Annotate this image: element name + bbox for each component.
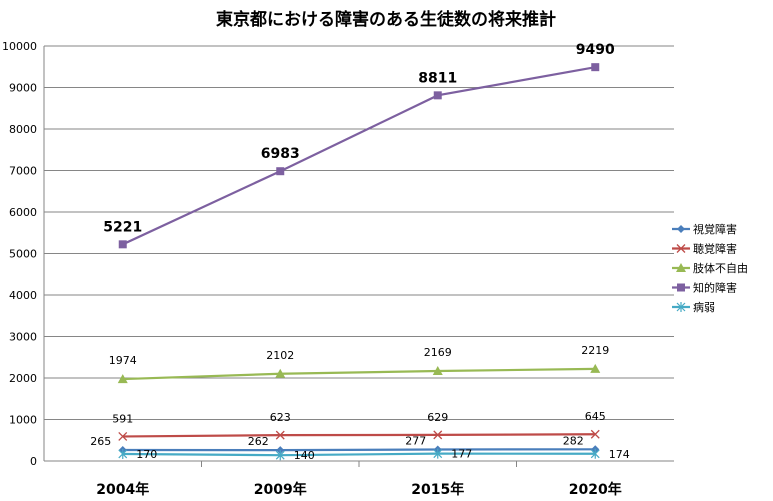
data-point-triangle bbox=[676, 263, 686, 272]
data-point-star bbox=[275, 450, 285, 461]
triangle-marker bbox=[590, 363, 601, 373]
series-line-0 bbox=[122, 448, 596, 452]
series-group bbox=[117, 63, 601, 461]
data-point-square bbox=[677, 283, 685, 292]
y-tick-label: 3000 bbox=[9, 331, 37, 344]
data-point-triangle bbox=[275, 368, 286, 378]
triangle-marker bbox=[275, 368, 286, 378]
y-tick-label: 2000 bbox=[9, 372, 37, 385]
data-point-x bbox=[676, 244, 686, 253]
series-line-2 bbox=[122, 367, 596, 381]
triangle-marker bbox=[117, 374, 128, 384]
data-label: 2169 bbox=[424, 346, 452, 359]
data-labels: 265 262 277 282 591 623 629 645 1974 2102 2169 2219… bbox=[90, 42, 630, 462]
data-label: 170 bbox=[136, 448, 157, 461]
data-point-star bbox=[118, 448, 128, 459]
legend-label: 肢体不自由 bbox=[693, 261, 748, 275]
data-label: 8811 bbox=[418, 70, 457, 86]
square-marker bbox=[433, 91, 442, 100]
data-point-square bbox=[433, 91, 442, 100]
y-tick-label: 4000 bbox=[9, 289, 37, 302]
y-axis: 0 1000 2000 3000 4000 5000 6000 7000 8000 9000 100… bbox=[2, 40, 37, 468]
y-tick-label: 6000 bbox=[9, 206, 37, 219]
data-point-star bbox=[590, 448, 600, 459]
data-label: 277 bbox=[405, 435, 426, 448]
x-marker bbox=[433, 430, 443, 440]
data-point-square bbox=[591, 63, 600, 72]
data-label: 265 bbox=[90, 435, 111, 448]
legend-label: 聴覚障害 bbox=[693, 242, 737, 256]
data-point-triangle bbox=[432, 365, 443, 375]
star-marker bbox=[676, 302, 686, 312]
data-point-triangle bbox=[590, 363, 601, 373]
triangle-marker bbox=[432, 365, 443, 375]
data-label: 5221 bbox=[103, 219, 142, 235]
data-point-x bbox=[118, 432, 128, 441]
data-label: 177 bbox=[451, 448, 472, 461]
x-tick-label: 2020年 bbox=[569, 481, 622, 498]
square-marker bbox=[118, 240, 127, 249]
data-label: 140 bbox=[294, 449, 315, 462]
diamond-marker bbox=[276, 446, 285, 455]
data-point-x bbox=[433, 430, 443, 440]
data-point-square bbox=[276, 167, 285, 176]
legend-label: 病弱 bbox=[693, 300, 715, 314]
star-marker bbox=[118, 448, 128, 459]
diamond-marker bbox=[677, 225, 685, 233]
star-marker bbox=[433, 448, 443, 459]
y-tick-label: 8000 bbox=[9, 123, 37, 136]
data-label: 623 bbox=[270, 411, 291, 424]
x-tick-label: 2004年 bbox=[96, 481, 149, 498]
data-point-x bbox=[275, 430, 285, 440]
data-point-star bbox=[433, 448, 443, 459]
star-marker bbox=[275, 450, 285, 461]
x-axis: 2004年 2009年 2015年 2020年 bbox=[43, 46, 622, 498]
square-marker bbox=[591, 63, 600, 72]
data-label: 1974 bbox=[109, 354, 137, 367]
triangle-marker bbox=[676, 263, 686, 272]
y-tick-label: 5000 bbox=[9, 248, 37, 261]
chart-title: 東京都における障害のある生徒数の将来推計 bbox=[216, 9, 556, 30]
data-label: 6983 bbox=[261, 146, 300, 162]
y-tick-label: 9000 bbox=[9, 82, 37, 95]
legend-label: 視覚障害 bbox=[693, 222, 737, 236]
data-label: 9490 bbox=[576, 42, 615, 58]
data-label: 2219 bbox=[581, 344, 609, 357]
data-label: 282 bbox=[563, 434, 584, 447]
y-tick-label: 10000 bbox=[2, 40, 37, 53]
series-line-4 bbox=[122, 452, 596, 457]
y-tick-label: 0 bbox=[30, 455, 37, 468]
x-marker bbox=[118, 432, 128, 441]
data-point-x bbox=[590, 429, 600, 439]
data-label: 645 bbox=[585, 410, 606, 423]
x-marker bbox=[275, 430, 285, 440]
x-tick-label: 2015年 bbox=[411, 481, 464, 498]
gridlines bbox=[44, 45, 674, 462]
x-tick-label: 2009年 bbox=[254, 481, 307, 498]
x-marker bbox=[590, 429, 600, 439]
data-label: 591 bbox=[112, 412, 133, 425]
data-label: 174 bbox=[609, 448, 630, 461]
data-label: 629 bbox=[427, 411, 448, 424]
square-marker bbox=[276, 167, 285, 176]
x-marker bbox=[676, 244, 686, 253]
data-label: 2102 bbox=[266, 349, 294, 362]
data-point-diamond bbox=[677, 225, 685, 233]
legend-label: 知的障害 bbox=[693, 281, 737, 295]
square-marker bbox=[677, 283, 685, 292]
series-line-1 bbox=[122, 433, 596, 438]
y-tick-label: 7000 bbox=[9, 165, 37, 178]
series-line-3 bbox=[122, 66, 596, 246]
y-tick-label: 1000 bbox=[9, 414, 37, 427]
data-point-square bbox=[118, 240, 127, 249]
data-point-star bbox=[676, 302, 686, 312]
star-marker bbox=[590, 448, 600, 459]
data-point-diamond bbox=[276, 446, 285, 455]
data-point-triangle bbox=[117, 374, 128, 384]
data-label: 262 bbox=[248, 435, 269, 448]
